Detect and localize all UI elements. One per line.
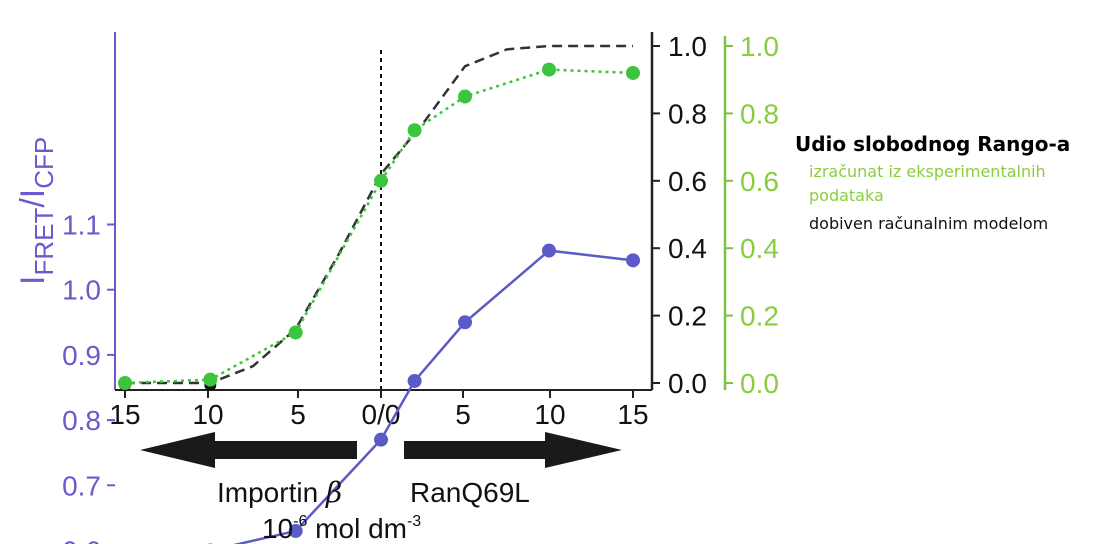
right-green-tick-label: 0.0 [740, 368, 779, 399]
legend-title: Udio slobodnog Rango-a [795, 132, 1071, 156]
x-tick-label: 5 [290, 399, 306, 430]
left-tick-label: 1.0 [62, 275, 101, 306]
series-model-line [125, 44, 633, 385]
left-tick-label: 0.8 [62, 405, 101, 436]
right-black-tick-label: 0.4 [668, 233, 707, 264]
series-experimental-point [626, 65, 640, 80]
right-green-tick-label: 0.6 [740, 166, 779, 197]
x-tick-label: 5 [455, 399, 471, 430]
right-green-tick-label: 0.8 [740, 98, 779, 129]
legend-item-experimental: izračunat iz eksperimentalnih podataka [809, 162, 1046, 205]
arrow-right-label: RanQ69L [410, 477, 530, 508]
legend: Udio slobodnog Rango-a izračunat iz eksp… [795, 132, 1099, 236]
series-experimental-point [288, 325, 303, 340]
arrow-left [140, 432, 357, 468]
x-unit-label: 10-6 mol dm-3 [262, 513, 421, 544]
series-fret-point [458, 315, 472, 330]
left-tick-label: 1.1 [62, 210, 101, 241]
x-tick-label: 10 [534, 399, 565, 430]
series-experimental-point [542, 62, 556, 77]
right-green-tick-label: 0.2 [740, 301, 779, 332]
series-experimental-point [458, 89, 472, 104]
right-green-tick-label: 0.4 [740, 233, 779, 264]
series-fret-point [374, 432, 388, 447]
legend-item-model: dobiven računalnim modelom [809, 214, 1049, 233]
series-fret-point [288, 523, 303, 538]
right-black-tick-label: 0.0 [668, 368, 707, 399]
left-axis-label: IFRET/ICFP [14, 137, 59, 285]
series-fret-point [542, 243, 556, 258]
series-experimental-line [124, 68, 634, 385]
right-black-tick-label: 1.0 [668, 31, 707, 62]
arrow-right [404, 432, 622, 468]
series-experimental-point [407, 123, 422, 138]
right-green-tick-label: 1.0 [740, 31, 779, 62]
right-black-tick-label: 0.8 [668, 98, 707, 129]
right-black-tick-label: 0.2 [668, 301, 707, 332]
left-tick-label: 0.7 [62, 470, 101, 501]
series-fret-point [626, 253, 640, 268]
series-fret-point [407, 373, 422, 388]
left-tick-label: 0.6 [62, 536, 101, 544]
x-tick-label: 15 [617, 399, 648, 430]
series-experimental-point [203, 372, 218, 387]
x-tick-label: 10 [192, 399, 223, 430]
series-fret-line [233, 249, 634, 544]
x-tick-label: 15 [109, 399, 140, 430]
right-black-tick-label: 0.6 [668, 166, 707, 197]
left-tick-label: 0.9 [62, 340, 101, 371]
series-experimental-point [118, 376, 132, 390]
arrow-left-label: Importin β [217, 476, 342, 509]
series-experimental-point [374, 173, 388, 188]
